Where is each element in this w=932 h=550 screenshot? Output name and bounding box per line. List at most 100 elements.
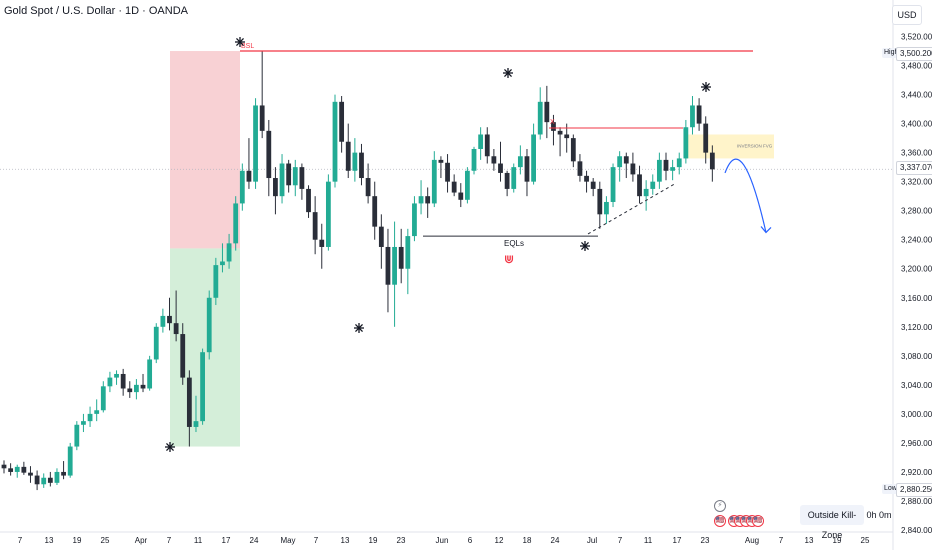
bsl-label: BSL	[241, 43, 254, 50]
candle-body	[557, 130, 563, 135]
candle-body	[504, 172, 510, 189]
candle-body	[54, 471, 60, 483]
candle-body	[8, 468, 14, 472]
candle-body	[696, 105, 702, 124]
time-tick-label: 19	[369, 536, 378, 545]
candle-body	[392, 246, 397, 285]
last-price-label: 3,337.070	[896, 161, 932, 175]
candle-body	[226, 243, 232, 262]
time-tick-label: Jul	[587, 536, 597, 545]
candle-body	[134, 384, 139, 393]
price-tick-label: 2,840.000	[901, 526, 932, 535]
candle-body	[180, 334, 186, 378]
time-tick-label: 13	[341, 536, 350, 545]
candle-body	[690, 105, 695, 128]
candle-body	[537, 101, 543, 135]
symbol-title[interactable]: Gold Spot / U.S. Dollar · 1D · OANDA	[4, 5, 188, 17]
candle-body	[378, 226, 384, 247]
candle-body	[299, 167, 305, 189]
price-tick-label: 3,520.000	[901, 33, 932, 42]
candle-body	[306, 188, 311, 213]
candle-body	[359, 152, 364, 179]
price-tick-label: 3,320.000	[901, 178, 932, 187]
low-tag: Low	[882, 484, 899, 494]
time-tick-label: 13	[45, 536, 54, 545]
currency-button[interactable]: USD	[892, 5, 922, 25]
time-tick-label: 7	[167, 536, 172, 545]
candle-body	[127, 388, 133, 393]
candle-body	[683, 127, 689, 159]
swing-star-icon	[235, 37, 245, 47]
candle-body	[206, 297, 212, 353]
candle-body	[656, 159, 662, 182]
time-tick-label: 18	[523, 536, 532, 545]
candle-body	[266, 130, 272, 179]
candle-body	[220, 261, 225, 266]
eqls-label: EQLs	[504, 239, 524, 248]
candle-body	[491, 156, 497, 164]
kill-zone-indicator[interactable]: Outside Kill-Zone	[800, 505, 864, 540]
candle-body	[590, 181, 596, 189]
candle-body	[339, 101, 345, 142]
magnet-icon: ⋓	[504, 252, 514, 266]
candle-body	[650, 181, 656, 189]
time-tick-label: 25	[861, 536, 870, 545]
swing-star-icon	[503, 68, 513, 78]
candle-body	[312, 212, 318, 240]
candle-body	[511, 167, 517, 189]
candles-layer	[1, 51, 715, 491]
candle-body	[153, 326, 159, 360]
candle-body	[564, 134, 570, 139]
time-tick-label: Apr	[135, 536, 148, 545]
time-tick-label: 7	[18, 536, 23, 545]
price-tick-label: 3,240.000	[901, 236, 932, 245]
candle-body	[438, 159, 444, 163]
candle-body	[279, 163, 285, 197]
candle-body	[445, 162, 450, 182]
zones-layer	[170, 51, 774, 447]
candle-body	[617, 156, 623, 168]
time-tick-label: 19	[833, 536, 842, 545]
candle-body	[233, 203, 239, 244]
grid-layer	[0, 0, 894, 550]
price-tick-label: 3,480.000	[901, 62, 932, 71]
candle-body	[676, 158, 682, 168]
price-tick-label: 3,040.000	[901, 381, 932, 390]
us-flag-icon[interactable]: 🇺🇸	[752, 515, 764, 527]
candle-body	[114, 373, 119, 378]
candle-body	[352, 152, 358, 171]
time-tick-label: 6	[468, 536, 473, 545]
candle-body	[425, 196, 431, 204]
premium-zone	[170, 51, 240, 249]
rising-trendline	[587, 182, 677, 235]
price-tick-label: 2,920.000	[901, 468, 932, 477]
price-tick-label: 2,960.000	[901, 439, 932, 448]
time-tick-label: 7	[779, 536, 784, 545]
candle-body	[577, 161, 583, 176]
candle-body	[431, 159, 437, 204]
candle-body	[47, 477, 53, 483]
candle-body	[531, 134, 536, 182]
high-tag: High	[882, 48, 901, 58]
candle-body	[405, 236, 411, 269]
candle-body	[412, 203, 417, 237]
candle-body	[643, 188, 649, 197]
high-price-label: 3,500.200	[896, 47, 932, 61]
star-ray	[581, 242, 589, 250]
us-flag-icon[interactable]: 🇺🇸	[714, 515, 726, 527]
candle-body	[120, 373, 126, 389]
candle-body	[34, 475, 40, 485]
time-tick-label: Aug	[745, 536, 759, 545]
candle-body	[167, 315, 172, 324]
swing-star-icon	[165, 442, 175, 452]
time-tick-label: 17	[222, 536, 231, 545]
candle-body	[87, 413, 93, 422]
candle-body	[610, 167, 616, 202]
candle-body	[703, 123, 709, 153]
lightning-icon[interactable]: ⚡	[714, 500, 726, 512]
time-tick-label: 12	[495, 536, 504, 545]
candle-body	[623, 156, 629, 164]
candle-body	[100, 386, 106, 411]
time-tick-label: 7	[618, 536, 623, 545]
